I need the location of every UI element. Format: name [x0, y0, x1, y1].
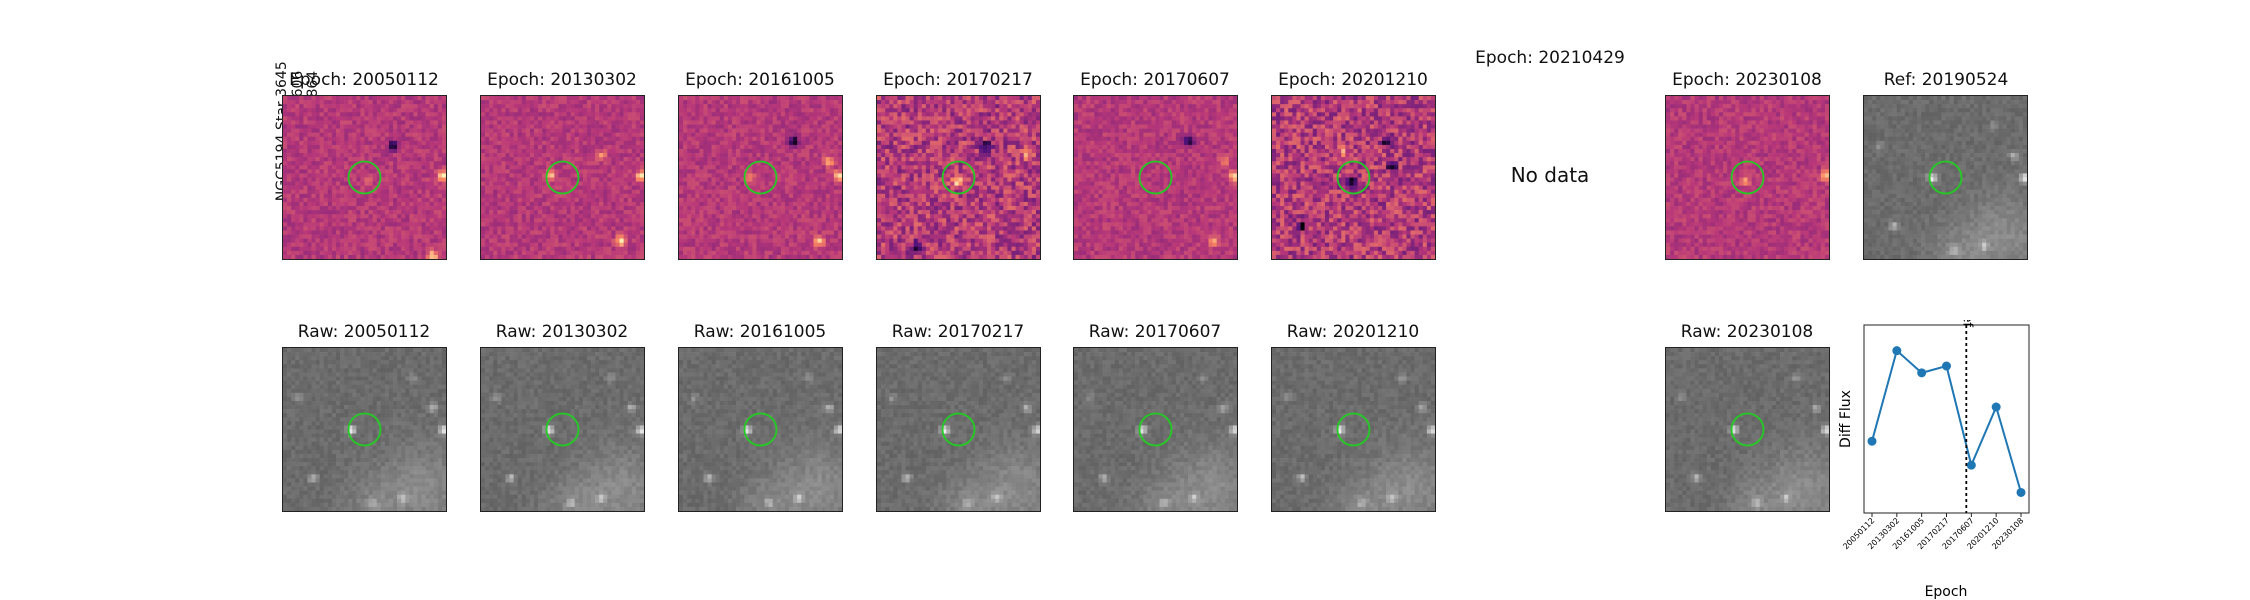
pixel-grid	[1074, 348, 1237, 511]
pixel-grid	[283, 348, 446, 511]
series-line	[1871, 348, 2022, 493]
diff-title-7: Epoch: 20210429	[1440, 48, 1660, 68]
x-axis-label: Epoch	[1925, 584, 1968, 600]
pixel-grid	[1272, 96, 1435, 259]
ref-title: Ref: 20190524	[1836, 70, 2056, 90]
no-data-text: No data	[1440, 163, 1660, 187]
pixel-grid	[877, 96, 1040, 259]
pixel-grid	[1666, 96, 1829, 259]
pixel-grid	[283, 96, 446, 259]
diff-image-6	[1271, 95, 1436, 260]
diff-title-1: Epoch: 20050112	[254, 70, 474, 90]
target-circle	[1730, 160, 1765, 195]
target-circle	[743, 160, 778, 195]
light-curve-chart: 2005011220130302201610052017021720170607…	[1838, 320, 2030, 600]
data-point-20230108	[2016, 487, 2026, 497]
raw-image-6	[1271, 347, 1436, 512]
raw-image-3	[678, 347, 843, 512]
diff-image-2	[480, 95, 645, 260]
target-circle	[941, 160, 976, 195]
diff-title-5: Epoch: 20170607	[1045, 70, 1265, 90]
pixel-grid	[481, 96, 644, 259]
target-circle	[941, 412, 976, 447]
diff-image-5	[1073, 95, 1238, 260]
pixel-grid	[1864, 96, 2027, 259]
pixel-grid	[1666, 348, 1829, 511]
raw-image-5	[1073, 347, 1238, 512]
target-circle	[1336, 412, 1371, 447]
diff-title-8: Epoch: 20230108	[1637, 70, 1857, 90]
target-circle	[1138, 412, 1173, 447]
target-circle	[347, 160, 382, 195]
diff-title-3: Epoch: 20161005	[650, 70, 870, 90]
target-circle	[1138, 160, 1173, 195]
data-point-20170607	[1966, 460, 1976, 470]
diff-image-3	[678, 95, 843, 260]
data-point-20170217	[1942, 361, 1951, 371]
data-point-20201210	[1991, 402, 2001, 412]
diff-title-2: Epoch: 20130302	[452, 70, 672, 90]
raw-title-6: Raw: 20201210	[1243, 322, 1463, 342]
pixel-grid	[679, 348, 842, 511]
target-circle	[743, 412, 778, 447]
diff-image-1	[282, 95, 447, 260]
raw-image-7	[1665, 347, 1830, 512]
pixel-grid	[1074, 96, 1237, 259]
raw-title-2: Raw: 20130302	[452, 322, 672, 342]
pixel-grid	[877, 348, 1040, 511]
raw-title-5: Raw: 20170607	[1045, 322, 1265, 342]
target-circle	[347, 412, 382, 447]
raw-title-4: Raw: 20170217	[848, 322, 1068, 342]
diff-image-8	[1665, 95, 1830, 260]
raw-image-1	[282, 347, 447, 512]
target-circle	[1928, 160, 1963, 195]
raw-image-4	[876, 347, 1041, 512]
raw-title-3: Raw: 20161005	[650, 322, 870, 342]
diff-title-6: Epoch: 20201210	[1243, 70, 1463, 90]
target-circle	[545, 160, 580, 195]
pixel-grid	[481, 348, 644, 511]
target-circle	[1730, 412, 1765, 447]
target-circle	[1336, 160, 1371, 195]
pixel-grid	[1272, 348, 1435, 511]
pixel-grid	[679, 96, 842, 259]
data-point-20130302	[1892, 346, 1902, 356]
raw-title-7: Raw: 20230108	[1637, 322, 1857, 342]
reference-line-label: ref	[1959, 320, 1974, 327]
raw-title-1: Raw: 20050112	[254, 322, 474, 342]
target-circle	[545, 412, 580, 447]
reference-image	[1863, 95, 2028, 260]
data-point-20050112	[1867, 436, 1877, 446]
plot-frame	[1863, 324, 2030, 514]
data-point-20161005	[1917, 368, 1927, 378]
y-axis-label: Diff Flux	[1838, 390, 1854, 448]
diff-image-4	[876, 95, 1041, 260]
raw-image-2	[480, 347, 645, 512]
diff-title-4: Epoch: 20170217	[848, 70, 1068, 90]
